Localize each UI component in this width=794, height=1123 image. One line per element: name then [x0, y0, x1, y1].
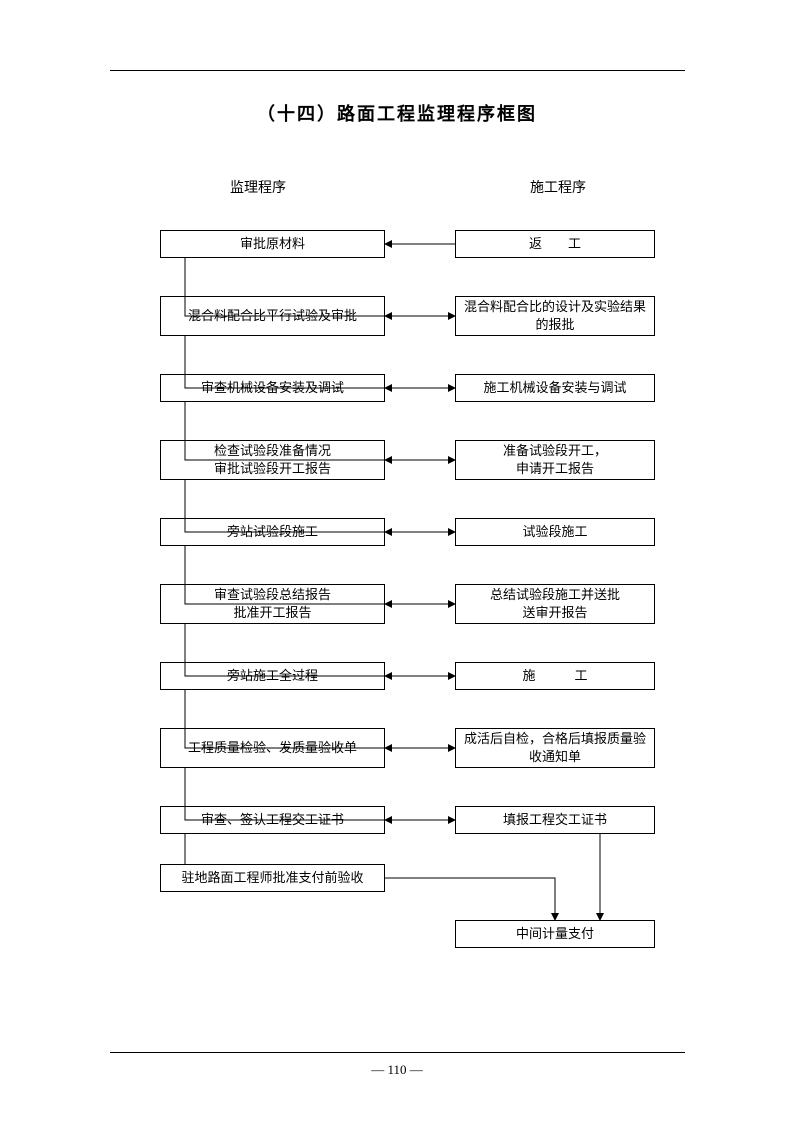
- node-L7: 旁站施工全过程: [160, 662, 385, 690]
- node-L8: 工程质量检验、发质量验收单: [160, 728, 385, 768]
- node-R6: 总结试验段施工并送批 送审开报告: [455, 584, 655, 624]
- col-header-left: 监理程序: [230, 177, 286, 197]
- node-L1: 审批原材料: [160, 230, 385, 258]
- node-R3: 施工机械设备安装与调试: [455, 374, 655, 402]
- node-L2: 混合料配合比平行试验及审批: [160, 296, 385, 336]
- node-R1: 返 工: [455, 230, 655, 258]
- header-rule: [110, 70, 685, 71]
- node-L9: 审查、签认工程交工证书: [160, 806, 385, 834]
- node-R2: 混合料配合比的设计及实验结果的报批: [455, 296, 655, 336]
- footer-rule: [110, 1052, 685, 1053]
- node-R4: 准备试验段开工， 申请开工报告: [455, 440, 655, 480]
- connectors: [0, 0, 794, 1123]
- node-L5: 旁站试验段施工: [160, 518, 385, 546]
- page-title: （十四）路面工程监理程序框图: [0, 100, 794, 126]
- node-L4: 检查试验段准备情况 审批试验段开工报告: [160, 440, 385, 480]
- node-L3: 审查机械设备安装及调试: [160, 374, 385, 402]
- node-R5: 试验段施工: [455, 518, 655, 546]
- node-R11: 中间计量支付: [455, 920, 655, 948]
- col-header-right: 施工程序: [530, 177, 586, 197]
- node-R7: 施 工: [455, 662, 655, 690]
- node-L6: 审查试验段总结报告 批准开工报告: [160, 584, 385, 624]
- node-R8: 成活后自检，合格后填报质量验收通知单: [455, 728, 655, 768]
- page-number: — 110 —: [0, 1062, 794, 1078]
- node-R9: 填报工程交工证书: [455, 806, 655, 834]
- node-L10: 驻地路面工程师批准支付前验收: [160, 864, 385, 892]
- page: （十四）路面工程监理程序框图 监理程序 施工程序 审批原材料 返 工 混合料配合…: [0, 0, 794, 1123]
